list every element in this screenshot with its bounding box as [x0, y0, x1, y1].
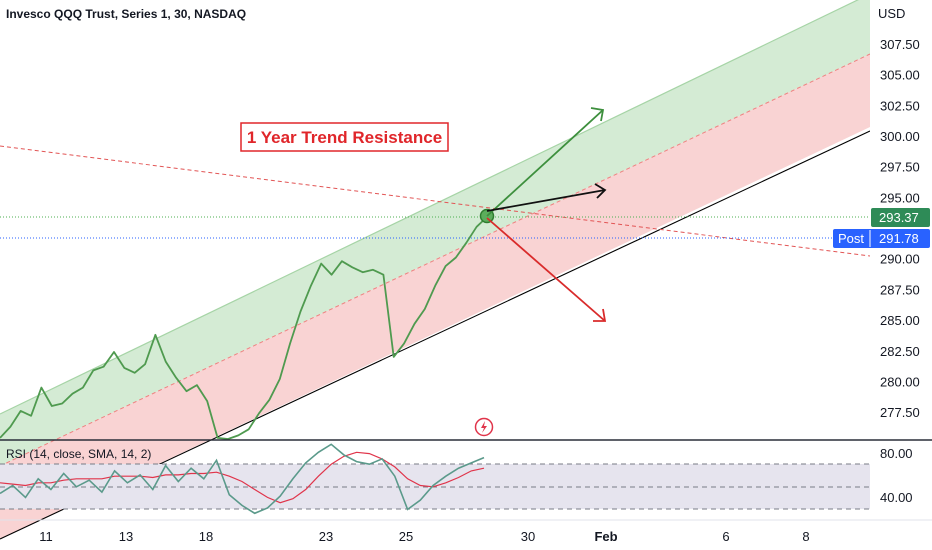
price-tick-label: 300.00: [880, 129, 920, 144]
projection-arrow-up: [486, 107, 605, 217]
time-tick-label: 30: [521, 529, 535, 544]
price-tick-label: 290.00: [880, 252, 920, 267]
projection-arrow-flat: [486, 183, 607, 212]
last-price-value: 293.37: [879, 210, 919, 225]
currency-label: USD: [878, 6, 905, 21]
time-tick-label: 18: [199, 529, 213, 544]
rsi-tick-80: 80.00: [880, 446, 913, 461]
annotation-label: 1 Year Trend Resistance: [247, 128, 442, 147]
price-tick-label: 297.50: [880, 160, 920, 175]
time-tick-label: 23: [319, 529, 333, 544]
price-tick-label: 295.00: [880, 190, 920, 205]
lower-band-fill: [0, 54, 870, 539]
time-tick-label: 8: [802, 529, 809, 544]
events-icon[interactable]: [474, 417, 494, 437]
post-price-value: 291.78: [879, 231, 919, 246]
time-tick-label: 11: [39, 529, 53, 544]
post-badge: [833, 229, 930, 248]
price-tick-label: 287.50: [880, 282, 920, 297]
time-axis[interactable]: 11 13 18 23 25 30 Feb 6 8: [0, 519, 932, 544]
annotation-box[interactable]: [240, 122, 449, 152]
post-label: Post: [838, 231, 864, 246]
upper-band-fill: [0, 0, 870, 466]
rsi-sma-line: [0, 451, 485, 504]
price-tick-label: 282.50: [880, 344, 920, 359]
last-price-badge: [871, 208, 930, 227]
resistance-line: [0, 145, 871, 257]
price-pane[interactable]: 1 Year Trend Resistance Invesco QQQ Trus…: [0, 0, 871, 540]
rsi-pane[interactable]: RSI (14, close, SMA, 14, 2) 80.00 40.00: [0, 441, 932, 520]
rsi-label: RSI (14, close, SMA, 14, 2): [6, 447, 151, 461]
channel-upper-line: [0, 0, 859, 415]
rsi-tick-40: 40.00: [880, 490, 913, 505]
price-tick-label: 277.50: [880, 405, 920, 420]
price-tick-label: 280.00: [880, 374, 920, 389]
rsi-line: [0, 443, 485, 515]
time-tick-label: 25: [399, 529, 413, 544]
price-tick-label: 307.50: [880, 37, 920, 52]
price-axis[interactable]: USD 307.50 305.00 302.50 300.00 297.50 295.00…: [833, 0, 932, 440]
time-tick-label: Feb: [594, 529, 617, 544]
chart-title: Invesco QQQ Trust, Series 1, 30, NASDAQ: [6, 7, 246, 21]
time-tick-label: 6: [722, 529, 729, 544]
projection-arrow-down: [486, 217, 607, 322]
time-tick-label: 13: [119, 529, 133, 544]
price-tick-label: 305.00: [880, 68, 920, 83]
price-tick-label: 302.50: [880, 98, 920, 113]
price-line: [0, 216, 488, 440]
price-tick-label: 285.00: [880, 313, 920, 328]
